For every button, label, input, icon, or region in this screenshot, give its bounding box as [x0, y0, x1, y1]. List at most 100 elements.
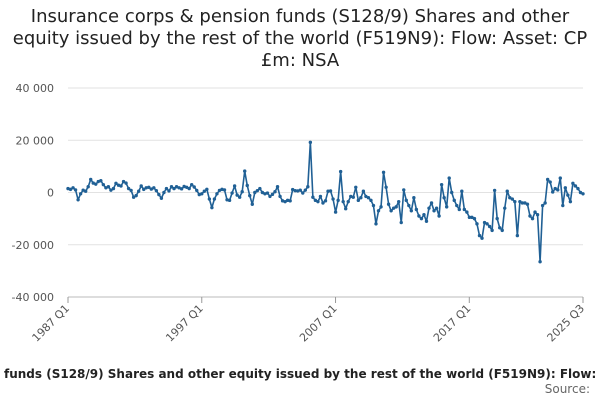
data-point[interactable]: [225, 198, 229, 202]
data-point[interactable]: [152, 186, 156, 190]
data-point[interactable]: [253, 190, 257, 195]
data-point[interactable]: [548, 180, 552, 184]
data-point[interactable]: [147, 185, 151, 189]
data-point[interactable]: [551, 190, 555, 194]
data-point[interactable]: [404, 198, 408, 203]
data-point[interactable]: [409, 209, 414, 213]
data-point[interactable]: [184, 185, 189, 189]
data-point[interactable]: [283, 199, 287, 204]
data-point[interactable]: [371, 203, 376, 208]
data-point[interactable]: [510, 197, 515, 201]
data-point[interactable]: [571, 181, 575, 186]
data-point[interactable]: [200, 192, 204, 196]
data-point[interactable]: [89, 177, 93, 182]
data-point[interactable]: [316, 199, 320, 204]
data-point[interactable]: [523, 201, 527, 205]
data-point[interactable]: [126, 186, 131, 191]
data-point[interactable]: [270, 192, 275, 197]
data-point[interactable]: [338, 169, 343, 174]
data-point[interactable]: [265, 191, 270, 195]
data-point[interactable]: [472, 216, 477, 221]
data-point[interactable]: [452, 198, 456, 203]
data-point[interactable]: [336, 198, 340, 203]
data-point[interactable]: [553, 186, 557, 191]
data-point[interactable]: [444, 205, 449, 209]
data-point[interactable]: [212, 197, 217, 201]
data-point[interactable]: [230, 191, 234, 195]
data-point[interactable]: [76, 198, 80, 202]
data-point[interactable]: [442, 196, 446, 200]
data-point[interactable]: [520, 201, 525, 205]
data-point[interactable]: [414, 207, 419, 212]
data-point[interactable]: [503, 206, 507, 210]
data-point[interactable]: [500, 228, 504, 233]
data-point[interactable]: [131, 195, 136, 199]
data-point[interactable]: [258, 186, 262, 191]
data-point[interactable]: [434, 206, 439, 210]
data-point[interactable]: [540, 203, 545, 208]
data-point[interactable]: [417, 214, 421, 218]
data-point[interactable]: [394, 205, 398, 209]
data-point[interactable]: [528, 214, 532, 218]
data-point[interactable]: [505, 189, 509, 193]
data-point[interactable]: [538, 260, 542, 264]
data-point[interactable]: [129, 188, 133, 193]
data-point[interactable]: [144, 186, 148, 190]
data-point[interactable]: [205, 187, 209, 192]
data-point[interactable]: [114, 181, 118, 186]
data-point[interactable]: [293, 188, 297, 193]
data-point[interactable]: [134, 193, 138, 198]
data-point[interactable]: [475, 222, 479, 226]
data-point[interactable]: [101, 182, 106, 187]
data-point[interactable]: [250, 202, 254, 206]
data-point[interactable]: [86, 185, 90, 189]
data-point[interactable]: [210, 205, 214, 210]
data-point[interactable]: [407, 203, 411, 208]
data-point[interactable]: [149, 187, 154, 191]
data-point[interactable]: [361, 189, 366, 193]
data-point[interactable]: [298, 188, 302, 192]
data-point[interactable]: [255, 188, 260, 193]
data-point[interactable]: [248, 193, 252, 198]
data-point[interactable]: [273, 190, 277, 194]
data-point[interactable]: [533, 210, 537, 214]
data-point[interactable]: [497, 226, 502, 230]
data-point[interactable]: [391, 206, 396, 210]
data-point[interactable]: [240, 190, 244, 194]
data-point[interactable]: [220, 187, 224, 192]
data-point[interactable]: [455, 203, 459, 208]
data-point[interactable]: [243, 169, 247, 173]
data-point[interactable]: [333, 210, 338, 214]
data-point[interactable]: [465, 210, 469, 214]
data-point[interactable]: [169, 185, 174, 189]
data-point[interactable]: [485, 222, 489, 226]
data-point[interactable]: [303, 188, 307, 192]
data-point[interactable]: [419, 216, 424, 221]
data-point[interactable]: [237, 195, 242, 199]
data-point[interactable]: [576, 186, 580, 191]
data-point[interactable]: [578, 190, 583, 195]
data-point[interactable]: [581, 192, 585, 196]
data-point[interactable]: [215, 192, 219, 196]
data-point[interactable]: [369, 198, 373, 203]
data-point[interactable]: [162, 190, 166, 195]
data-point[interactable]: [508, 196, 512, 200]
data-point[interactable]: [136, 189, 141, 193]
data-point[interactable]: [480, 236, 484, 240]
data-point[interactable]: [346, 199, 350, 204]
data-point[interactable]: [354, 185, 358, 189]
data-point[interactable]: [515, 233, 520, 238]
data-point[interactable]: [260, 190, 265, 195]
data-point[interactable]: [530, 216, 535, 221]
data-point[interactable]: [73, 188, 78, 192]
data-point[interactable]: [328, 189, 333, 193]
data-point[interactable]: [462, 207, 467, 212]
data-point[interactable]: [202, 189, 207, 193]
data-point[interactable]: [525, 202, 530, 206]
data-point[interactable]: [99, 179, 103, 183]
data-point[interactable]: [543, 201, 547, 205]
data-point[interactable]: [288, 199, 292, 203]
data-point[interactable]: [376, 209, 381, 213]
data-point[interactable]: [321, 201, 325, 205]
data-point[interactable]: [447, 176, 451, 180]
